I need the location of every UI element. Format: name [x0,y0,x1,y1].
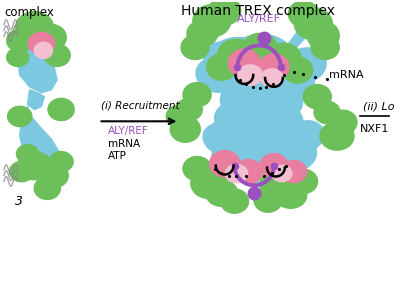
Ellipse shape [206,53,238,81]
Ellipse shape [225,132,284,176]
Ellipse shape [195,57,238,93]
Text: mRNA: mRNA [108,139,140,149]
Ellipse shape [306,21,340,50]
Text: ALY/REF: ALY/REF [236,14,280,24]
Text: mRNA: mRNA [329,70,364,80]
Text: 3: 3 [15,195,23,208]
Text: ALY/REF: ALY/REF [108,126,149,136]
Ellipse shape [238,64,263,86]
Ellipse shape [203,41,250,79]
Ellipse shape [211,141,258,177]
Ellipse shape [182,156,212,181]
Ellipse shape [175,98,203,121]
Text: (i) Recruitment: (i) Recruitment [100,101,179,110]
Ellipse shape [259,153,289,178]
Ellipse shape [310,35,340,60]
Ellipse shape [6,47,30,67]
Ellipse shape [259,170,296,201]
Ellipse shape [227,99,290,146]
Ellipse shape [244,81,304,124]
Ellipse shape [289,169,318,194]
Ellipse shape [217,39,256,72]
Ellipse shape [294,7,333,41]
Ellipse shape [34,41,53,59]
Ellipse shape [302,84,332,110]
Ellipse shape [6,29,34,52]
Ellipse shape [186,20,218,47]
Ellipse shape [15,11,54,45]
Ellipse shape [288,0,319,28]
Ellipse shape [214,100,269,139]
Polygon shape [28,90,44,110]
Ellipse shape [48,151,74,173]
Ellipse shape [225,63,284,106]
Ellipse shape [313,101,341,124]
Polygon shape [209,156,232,198]
Ellipse shape [220,188,249,214]
Ellipse shape [260,68,284,88]
Ellipse shape [234,159,263,184]
Ellipse shape [34,176,61,200]
Ellipse shape [211,124,266,164]
Polygon shape [268,162,294,201]
Polygon shape [20,106,61,176]
Ellipse shape [260,58,315,102]
Text: NXF1: NXF1 [360,124,389,134]
Ellipse shape [256,125,311,167]
Ellipse shape [280,160,308,183]
Ellipse shape [16,144,40,164]
Ellipse shape [228,48,261,78]
Ellipse shape [274,181,308,209]
Ellipse shape [208,37,281,93]
Polygon shape [18,28,57,93]
Ellipse shape [28,32,55,55]
Text: ATP: ATP [108,151,127,161]
Ellipse shape [220,76,283,123]
Ellipse shape [225,164,248,183]
Ellipse shape [248,103,304,142]
Ellipse shape [17,151,52,180]
Ellipse shape [328,110,358,135]
Ellipse shape [282,56,313,84]
Ellipse shape [47,98,75,121]
Polygon shape [207,8,229,45]
Ellipse shape [284,47,327,83]
Ellipse shape [230,34,293,77]
Ellipse shape [9,161,34,182]
Ellipse shape [210,110,279,162]
Ellipse shape [205,179,238,207]
Ellipse shape [240,44,308,96]
Ellipse shape [274,136,317,172]
Ellipse shape [190,168,228,199]
Ellipse shape [237,115,300,163]
Ellipse shape [286,120,325,152]
Ellipse shape [319,121,355,151]
Ellipse shape [209,57,264,97]
Ellipse shape [208,0,242,26]
Ellipse shape [7,106,32,127]
Ellipse shape [166,105,193,128]
Ellipse shape [271,165,293,182]
Polygon shape [289,18,315,50]
Ellipse shape [258,53,290,81]
Ellipse shape [192,4,232,37]
Text: complex: complex [4,6,54,19]
Ellipse shape [242,33,278,62]
Ellipse shape [209,150,240,178]
Text: Human TREX complex: Human TREX complex [181,4,335,18]
Ellipse shape [253,187,283,213]
Ellipse shape [182,82,212,108]
Text: (ii) Lo: (ii) Lo [363,101,394,112]
Ellipse shape [36,24,67,51]
Ellipse shape [266,43,302,72]
Ellipse shape [180,35,210,60]
Ellipse shape [229,146,284,185]
Ellipse shape [40,163,69,188]
Ellipse shape [43,43,71,67]
Ellipse shape [170,115,201,143]
Ellipse shape [202,123,241,155]
